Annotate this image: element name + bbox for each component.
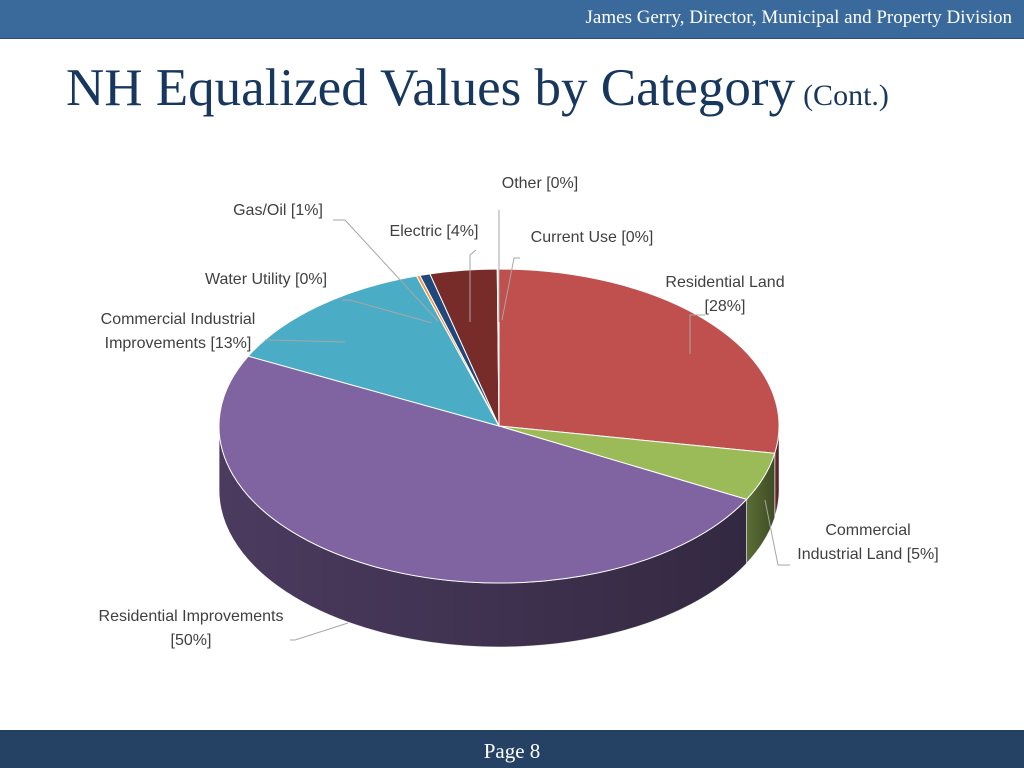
data-label-residential-land: Residential Land [28%] [665,274,784,315]
data-label-commercial-industrial-improvements: Commercial Industrial Improvements [13%] [101,311,256,352]
leader-line-electric [469,249,477,322]
leader-line-residential-land [689,314,705,354]
presenter-credit: James Gerry, Director, Municipal and Pro… [585,7,1012,28]
data-label-other: Other [0%] [502,175,578,192]
leader-line-gas-oil [333,219,439,322]
slice-residential-improvements [218,355,748,584]
data-label-electric: Electric [4%] [390,223,479,240]
data-label-water-utility: Water Utility [0%] [205,271,327,288]
slice-side-shade-residential-land [774,426,779,518]
data-label-residential-improvements: Residential Improvements [50%] [99,608,284,649]
slide-title: NH Equalized Values by Category (Cont.) [66,58,889,118]
data-label-current-use: Current Use [0%] [531,229,654,246]
leader-line-residential-improvements [290,622,349,641]
title-main: NH Equalized Values by Category [66,59,796,117]
slice-side-shade-residential-improvements [219,426,747,647]
title-suffix: (Cont.) [803,79,889,112]
data-label-commercial-industrial-land: Commercial Industrial Land [5%] [797,522,938,563]
leader-line-commercial-industrial-land [764,499,790,566]
leader-line-commercial-industrial-improvements [265,339,346,343]
leader-line-current-use [501,257,520,321]
page-number: Page 8 [483,739,541,763]
header-bar: James Gerry, Director, Municipal and Pro… [0,0,1024,39]
data-label-gas-oil: Gas/Oil [1%] [233,202,323,219]
pie-chart: Residential Land [28%] Commercial Industria… [99,175,939,649]
slice-side-shade-commercial-industrial-land [746,453,775,564]
footer-bar: Page 8 [0,730,1024,768]
slice-commercial-industrial-improvements [247,275,501,427]
leader-line-water-utility [342,299,433,324]
slice-residential-land [498,268,780,454]
